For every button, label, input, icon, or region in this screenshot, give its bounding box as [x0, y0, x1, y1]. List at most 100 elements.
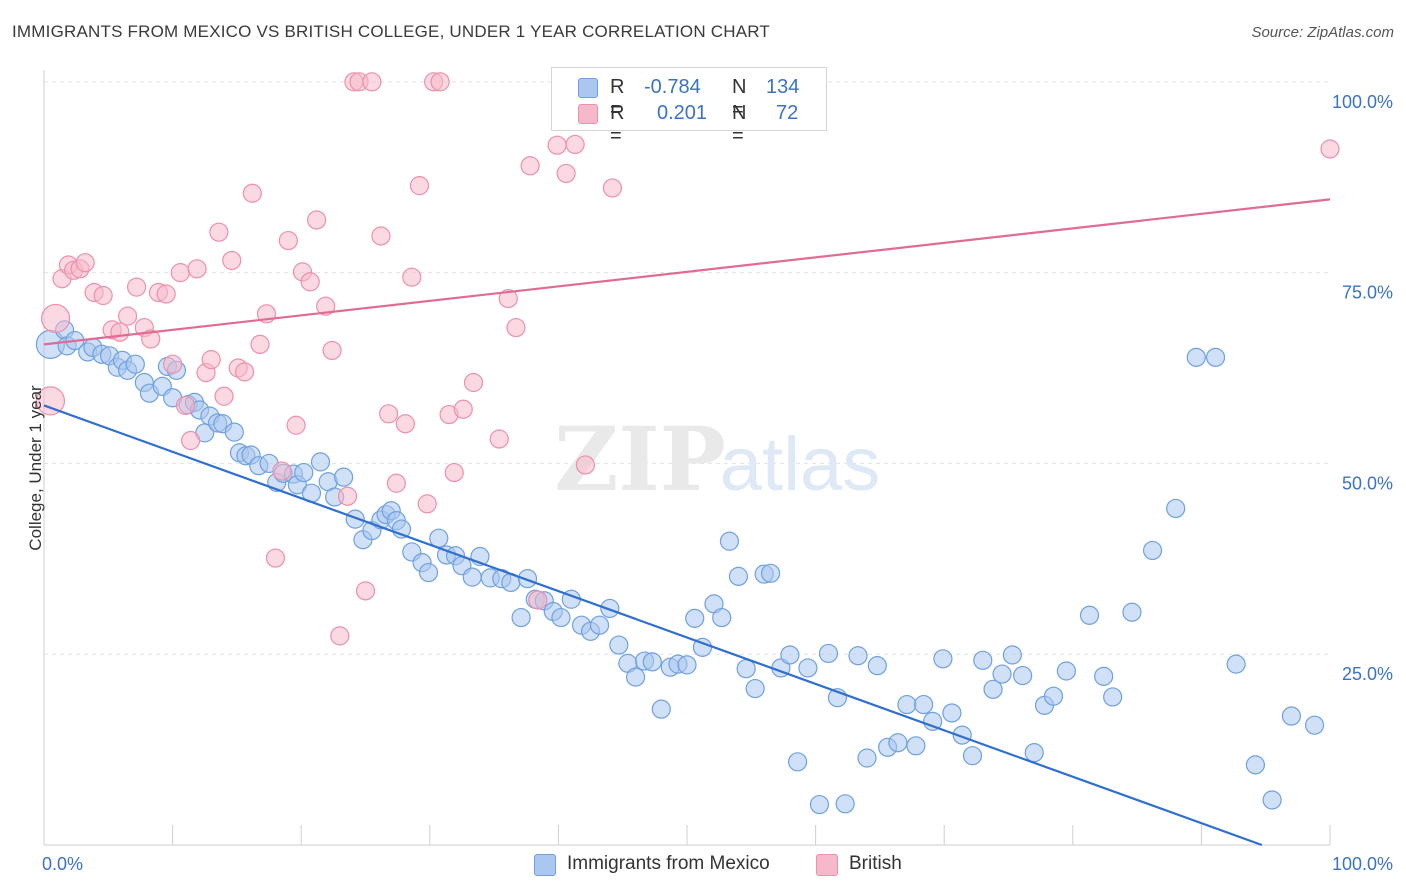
point-mexico [1226, 654, 1246, 674]
point-mexico [609, 635, 629, 655]
point-mexico [625, 667, 646, 687]
point-mexico [897, 694, 917, 715]
point-mexico [517, 569, 538, 589]
legend-label-mexico: Immigrants from Mexico [567, 853, 770, 874]
point-british [209, 222, 229, 242]
point-mexico [728, 566, 749, 586]
point-british [141, 329, 161, 349]
point-british [362, 72, 382, 92]
point-british [300, 272, 320, 292]
point-mexico [760, 563, 781, 583]
point-british [163, 354, 183, 374]
point-mexico [992, 664, 1012, 684]
source-credit: Source: ZipAtlas.com [1251, 24, 1394, 41]
point-mexico [1079, 605, 1100, 625]
point-british [126, 277, 147, 297]
point-mexico [685, 608, 705, 628]
point-mexico [1281, 706, 1302, 726]
point-british [316, 296, 336, 316]
point-mexico [798, 658, 818, 678]
point-british [463, 372, 484, 393]
point-mexico [345, 509, 365, 529]
point-mexico [787, 752, 808, 772]
point-british [402, 267, 422, 287]
point-mexico [551, 607, 571, 628]
point-mexico [712, 607, 732, 628]
trend-lines [43, 198, 1331, 847]
point-mexico [719, 531, 740, 551]
point-british [430, 72, 450, 92]
legend-r-label: R = [610, 102, 625, 147]
chart-title: IMMIGRANTS FROM MEXICO VS BRITISH COLLEG… [12, 22, 770, 41]
point-mexico [642, 652, 662, 672]
point-british [93, 285, 113, 306]
legend-r-value: -0.784 [644, 76, 701, 98]
point-british [575, 455, 596, 475]
point-mexico [962, 746, 983, 766]
legend-n-value: 134 [766, 76, 800, 98]
point-mexico [835, 794, 855, 814]
point-british [187, 259, 207, 279]
point-mexico [1056, 661, 1076, 681]
point-british [175, 395, 196, 416]
point-mexico [818, 643, 839, 664]
point-british [35, 386, 66, 416]
point-mexico [867, 656, 887, 676]
point-mexico [923, 711, 943, 731]
point-british [307, 210, 327, 230]
x-tick-label: 0.0% [42, 854, 83, 874]
point-mexico [848, 646, 868, 666]
point-mexico [677, 655, 697, 675]
trend-line-british [43, 198, 1331, 346]
point-british [386, 473, 406, 493]
point-mexico [1166, 498, 1186, 519]
point-mexico [736, 659, 756, 679]
point-mexico [1142, 540, 1163, 561]
point-british [201, 350, 221, 370]
point-british [170, 263, 190, 283]
point-british [322, 340, 342, 361]
point-british [250, 334, 270, 354]
point-mexico [651, 699, 671, 719]
point-mexico [1245, 755, 1266, 775]
point-british [379, 404, 399, 424]
point-mexico [809, 794, 830, 815]
point-british [355, 581, 376, 601]
legend-swatch-british [816, 854, 838, 876]
point-british [337, 486, 358, 506]
point-mexico [294, 462, 314, 483]
point-mexico [1094, 666, 1114, 686]
point-mexico [942, 703, 962, 723]
point-british [272, 461, 292, 481]
point-mexico [1103, 687, 1123, 707]
point-british [235, 362, 255, 382]
point-british [214, 386, 234, 406]
point-mexico [1304, 715, 1325, 735]
data-points [35, 72, 1340, 815]
point-british [371, 226, 391, 246]
point-british [489, 429, 509, 449]
point-british [156, 284, 176, 304]
watermark-atlas: atlas [720, 422, 881, 507]
legend-swatch-british [578, 104, 598, 124]
legend-n-label: N = [732, 102, 747, 147]
point-mexico [1205, 347, 1226, 367]
point-british [75, 253, 95, 273]
point-british [265, 548, 286, 568]
y-tick-label: 50.0% [1342, 473, 1393, 493]
tick-labels: 25.0% 50.0% 75.0% 100.0% 0.0% 100.0% [42, 92, 1393, 874]
trend-line-mexico [43, 404, 1263, 847]
point-british [330, 626, 350, 646]
point-british [565, 134, 585, 155]
point-british [395, 414, 415, 434]
legend-swatch-mexico [578, 78, 598, 98]
point-british [117, 306, 138, 326]
point-mexico [1043, 686, 1064, 706]
point-mexico [334, 467, 354, 487]
point-mexico [418, 562, 439, 583]
point-british [444, 462, 464, 483]
point-british [1320, 139, 1340, 159]
point-mexico [933, 649, 953, 669]
point-mexico [1122, 602, 1142, 622]
